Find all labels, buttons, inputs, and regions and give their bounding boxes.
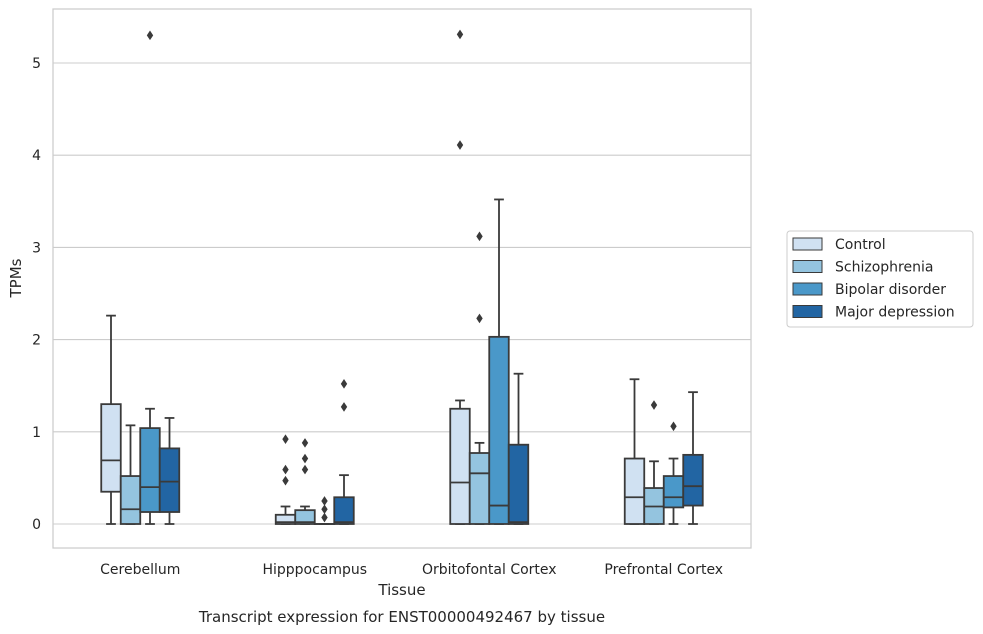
- box-rect: [468, 452, 491, 525]
- box-rect: [449, 407, 471, 525]
- x-tick-label: Orbitofontal Cortex: [422, 562, 557, 578]
- y-tick-label: 4: [32, 148, 41, 164]
- box-3-3: [682, 391, 704, 525]
- box-3-2: [662, 421, 685, 525]
- box-rect: [100, 403, 122, 493]
- box-rect: [662, 475, 685, 509]
- outlier-point: [301, 438, 309, 448]
- legend: Control Schizophrenia Bipolar disorder Majo…: [786, 230, 974, 328]
- box-1-3: [333, 379, 355, 525]
- legend-swatch: [792, 305, 823, 318]
- legend-label: Schizophrenia: [835, 260, 933, 276]
- outlier-point: [301, 464, 309, 475]
- chart-caption: Transcript expression for ENST0000049246…: [198, 608, 605, 626]
- outlier-point: [321, 496, 328, 506]
- y-tick-label: 3: [32, 240, 41, 256]
- y-tick-label: 0: [32, 517, 41, 533]
- box-0-1: [119, 424, 142, 525]
- outlier-point: [146, 30, 154, 41]
- x-axis-title: Tissue: [377, 581, 425, 599]
- outlier-point: [476, 231, 483, 242]
- y-tick-labels: 0 1 2 3 4 5: [32, 56, 41, 533]
- x-tick-labels: Cerebellum Hipppocampus Orbitofontal Corte…: [100, 562, 723, 578]
- legend-label: Major depression: [835, 305, 955, 321]
- box-rect: [294, 509, 316, 525]
- box-rect: [119, 475, 142, 525]
- outlier-point: [670, 421, 677, 432]
- legend-frame: [786, 230, 974, 328]
- outlier-point: [321, 504, 328, 515]
- outlier-point: [650, 400, 658, 410]
- box-rect: [139, 427, 161, 513]
- box-rect: [333, 496, 355, 525]
- x-tick-label: Cerebellum: [100, 562, 180, 578]
- y-tick-label: 2: [32, 333, 41, 349]
- box-1-0: [274, 434, 297, 525]
- x-tick-label: Hipppocampus: [262, 562, 367, 578]
- outlier-point: [282, 434, 289, 444]
- legend-swatch: [792, 260, 823, 273]
- outlier-point: [476, 313, 483, 324]
- box-groups: [100, 29, 704, 525]
- box-0-3: [158, 417, 181, 525]
- plot-frame: [52, 8, 752, 549]
- box-2-0: [449, 29, 471, 525]
- outlier-point: [301, 453, 309, 464]
- outlier-point: [282, 475, 289, 486]
- box-0-0: [100, 314, 122, 525]
- y-axis-title: TPMs: [7, 258, 25, 298]
- legend-swatch: [792, 282, 823, 296]
- y-tick-label: 1: [32, 425, 41, 441]
- box-rect: [623, 457, 646, 525]
- box-rect: [507, 443, 530, 525]
- legend-label: Bipolar disorder: [835, 282, 946, 298]
- y-tick-label: 5: [32, 56, 41, 72]
- box-rect: [682, 453, 704, 507]
- box-3-1: [643, 400, 665, 525]
- outlier-point: [321, 512, 328, 523]
- outlier-point: [456, 29, 464, 40]
- legend-label: Control: [835, 237, 886, 253]
- outlier-point: [340, 402, 348, 412]
- box-1-2: [313, 496, 336, 525]
- legend-swatch: [792, 237, 823, 251]
- box-rect: [488, 335, 510, 525]
- outlier-point: [456, 140, 464, 150]
- box-2-3: [507, 372, 530, 525]
- outlier-point: [282, 464, 289, 475]
- outlier-point: [340, 379, 348, 389]
- x-tick-label: Prefrontal Cortex: [604, 562, 723, 578]
- box-rect: [158, 447, 181, 513]
- box-2-2: [488, 198, 510, 525]
- box-1-1: [294, 438, 316, 525]
